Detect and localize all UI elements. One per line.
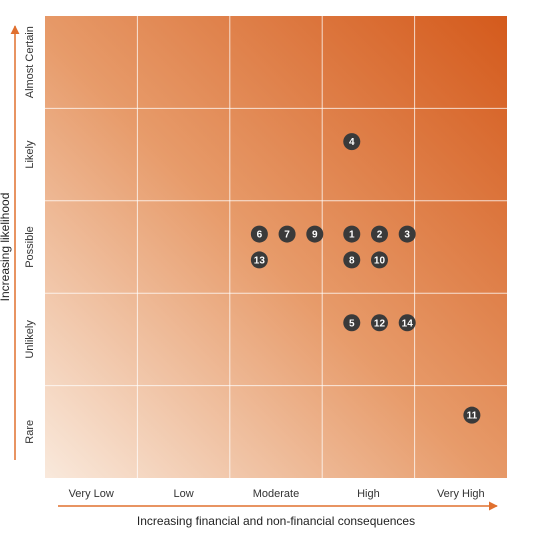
risk-marker: 9 <box>306 225 324 243</box>
x-tick-label: Moderate <box>253 488 299 500</box>
risk-marker: 1 <box>343 225 361 243</box>
risk-marker-dot <box>343 225 361 243</box>
risk-marker-dot <box>370 225 388 243</box>
risk-marker-dot <box>370 314 388 332</box>
risk-marker-label: 6 <box>257 230 263 241</box>
risk-marker-label: 4 <box>349 137 355 148</box>
risk-marker-dot <box>398 225 416 243</box>
risk-marker-dot <box>250 225 268 243</box>
risk-marker: 11 <box>463 406 481 424</box>
risk-marker: 10 <box>370 251 388 269</box>
risk-marker-label: 1 <box>349 230 355 241</box>
y-tick-label: Almost Certain <box>24 26 36 98</box>
risk-marker-dot <box>343 251 361 269</box>
y-tick-label: Unlikely <box>24 320 36 359</box>
risk-marker: 5 <box>343 314 361 332</box>
risk-marker: 8 <box>343 251 361 269</box>
risk-marker-label: 12 <box>374 318 386 329</box>
risk-marker: 6 <box>250 225 268 243</box>
risk-marker-label: 5 <box>349 318 355 329</box>
risk-marker-label: 8 <box>349 255 355 266</box>
risk-marker-label: 3 <box>404 230 410 241</box>
risk-marker: 13 <box>250 251 268 269</box>
x-tick-label: Low <box>174 488 194 500</box>
x-tick-label: Very High <box>437 488 485 500</box>
risk-marker-dot <box>463 406 481 424</box>
y-tick-label: Rare <box>24 420 36 444</box>
risk-marker: 14 <box>398 314 416 332</box>
y-axis-title: Increasing likelihood <box>0 193 12 302</box>
x-tick-label: High <box>357 488 380 500</box>
y-axis-tick-labels: Rare Unlikely Possible Likely Almost Certain <box>24 26 36 444</box>
heatmap-background <box>45 16 507 478</box>
risk-marker-dot <box>343 133 361 151</box>
risk-marker-label: 10 <box>374 255 386 266</box>
risk-marker: 4 <box>343 133 361 151</box>
y-tick-label: Possible <box>24 226 36 268</box>
risk-marker-dot <box>370 251 388 269</box>
y-tick-label: Likely <box>24 140 36 169</box>
risk-marker-label: 14 <box>402 318 414 329</box>
risk-marker-label: 7 <box>284 230 290 241</box>
risk-marker: 12 <box>370 314 388 332</box>
risk-marker-label: 11 <box>467 411 478 422</box>
risk-marker-label: 2 <box>377 230 383 241</box>
x-tick-label: Very Low <box>69 488 114 500</box>
risk-marker: 7 <box>278 225 296 243</box>
x-axis-tick-labels: Very Low Low Moderate High Very High <box>69 488 485 500</box>
risk-marker-dot <box>398 314 416 332</box>
risk-marker-dot <box>306 225 324 243</box>
risk-marker-label: 9 <box>312 230 318 241</box>
risk-marker: 2 <box>370 225 388 243</box>
risk-marker-dot <box>250 251 268 269</box>
risk-marker: 3 <box>398 225 416 243</box>
grid-lines <box>45 16 507 478</box>
risk-marker-dot <box>343 314 361 332</box>
risk-marker-label: 13 <box>254 255 266 266</box>
risk-marker-dot <box>278 225 296 243</box>
x-axis-title: Increasing financial and non-financial c… <box>137 514 415 528</box>
